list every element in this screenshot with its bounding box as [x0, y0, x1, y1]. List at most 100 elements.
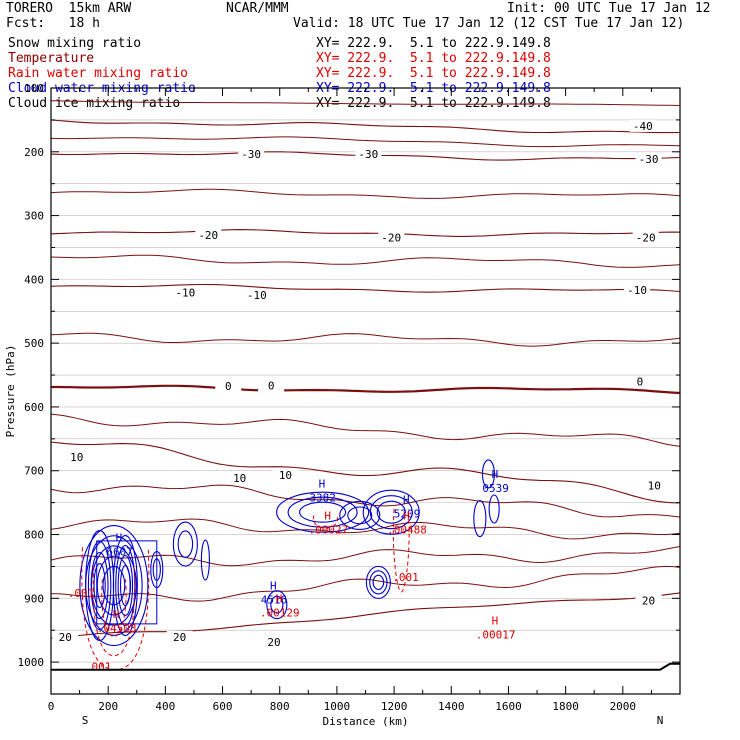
isotherm-label: -30	[241, 148, 261, 161]
isotherm-label-bg	[238, 147, 265, 160]
extremum-value: .00488	[387, 523, 427, 536]
cloud-contour	[276, 491, 370, 533]
isotherm-label: 0	[637, 376, 644, 389]
isotherm-label: -20	[198, 229, 218, 242]
extremum-mark: H	[403, 493, 410, 506]
isotherm-label: -10	[247, 289, 267, 302]
cloud-contour	[339, 500, 381, 530]
y-tick-label: 1000	[18, 656, 45, 669]
extremum-value: 6607	[106, 546, 133, 559]
isotherm-line	[50, 100, 681, 106]
isotherm-line	[50, 484, 681, 518]
y-tick-label: 100	[24, 82, 44, 95]
x-tick-label: 400	[155, 700, 175, 713]
center-title: NCAR/MMM	[226, 1, 289, 16]
cloud-contour	[372, 574, 385, 590]
isotherm-0	[51, 384, 681, 395]
field-xy-cloud-ice: XY= 222.9. 5.1 to 222.9.149.8	[316, 96, 551, 111]
forecast-hour: Fcst: 18 h	[6, 16, 100, 31]
temperature-isotherms: -40 -30 -30 -30 -20 -20 -20 -10 -10 -10 0 0 0 10 10 10 1…	[50, 100, 681, 649]
cloud-contour	[266, 590, 288, 620]
extremum-mark: H	[113, 608, 120, 621]
isotherm-label-bg	[226, 472, 253, 485]
isotherm-line	[50, 518, 681, 540]
cloud-contour	[362, 489, 420, 535]
isotherm-label-bg	[243, 288, 270, 301]
rain-contour	[101, 579, 127, 638]
isotherm-label: 20	[642, 595, 655, 608]
y-tick-label: 900	[24, 592, 44, 605]
isotherm--20	[50, 229, 681, 237]
extremum-mark: H	[276, 592, 283, 605]
isotherm-label-bg	[258, 379, 285, 392]
cloud-contour	[347, 506, 373, 525]
isotherm-label: -10	[175, 286, 195, 299]
isotherm-label-bg	[52, 630, 79, 643]
terrain-fill	[51, 663, 680, 694]
field-name-cloud-ice: Cloud ice mixing ratio	[8, 96, 181, 111]
isotherm-label-bg	[172, 286, 199, 299]
isotherm-label-bg	[624, 283, 651, 296]
extremum-value: 0539	[482, 482, 509, 495]
extremum-mark: H	[116, 532, 123, 545]
isotherm-line	[50, 254, 681, 268]
cloud-contour	[473, 500, 487, 538]
isotherm-label: 0	[268, 380, 275, 393]
isotherm-line	[50, 546, 681, 567]
extremum-value: .001	[68, 587, 95, 600]
extremum-mark: H	[492, 468, 499, 481]
field-name-temperature: Temperature	[8, 51, 95, 66]
isotherm-label-bg	[215, 380, 242, 393]
pressure-gridlines	[51, 119, 680, 663]
cloud-contour	[369, 495, 413, 530]
isotherm-label-bg	[635, 594, 662, 607]
isotherm--40	[50, 119, 681, 134]
extremum-value: 5209	[394, 507, 421, 520]
x-tick-label: 0	[48, 700, 55, 713]
isotherm-label: -10	[627, 284, 647, 297]
isotherm-label-bg	[635, 153, 662, 166]
y-tick-label: 800	[24, 529, 44, 542]
cloud-contour	[369, 570, 388, 595]
isotherm-line	[50, 413, 681, 447]
extremum-mark: H	[403, 509, 410, 522]
cloud-contour	[117, 555, 134, 617]
cloud-contour	[90, 552, 109, 620]
cloud-contour	[172, 521, 198, 567]
isotherm-label: 10	[233, 472, 246, 485]
isotherm-label-bg	[355, 147, 382, 160]
rain-contour	[92, 566, 136, 657]
extremum-mark: H	[270, 580, 277, 593]
extremum-mark: H	[324, 509, 331, 522]
isotherm-label: 10	[279, 469, 292, 482]
valid-time: Valid: 18 UTC Tue 17 Jan 12 (12 CST Tue …	[293, 16, 685, 31]
cloud-contour	[200, 539, 210, 581]
y-tick-label: 300	[24, 210, 44, 223]
isotherm-10	[50, 441, 680, 504]
isotherm-line	[50, 332, 681, 347]
isotherm-label-bg	[195, 228, 222, 241]
isotherm-label-bg	[261, 635, 288, 648]
y-axis-title: Pressure (hPa)	[4, 345, 17, 438]
x-tick-label: 800	[270, 700, 290, 713]
cloud-contour	[488, 494, 500, 524]
field-name-rain: Rain water mixing ratio	[8, 66, 189, 81]
extremum-value: 4516	[261, 594, 288, 607]
cloud-contour	[270, 595, 284, 614]
x-tick-label: 200	[98, 700, 118, 713]
isotherm-label-bg	[629, 119, 656, 132]
isotherm-20	[50, 592, 681, 639]
isotherm-label-bg	[632, 231, 659, 244]
field-name-snow: Snow mixing ratio	[8, 36, 142, 51]
isotherm-label-bg	[272, 468, 299, 481]
rain-contour	[312, 515, 339, 529]
extremum-value: .04503	[97, 622, 137, 635]
x-axis-title: Distance (km)	[322, 715, 408, 728]
extremum-value: 3382	[309, 491, 336, 504]
cloud-contour	[287, 496, 358, 528]
isotherm-label: -30	[639, 153, 659, 166]
x-tick-label: 1000	[324, 700, 351, 713]
terrain	[51, 662, 680, 694]
isotherm-label-bg	[626, 375, 653, 388]
